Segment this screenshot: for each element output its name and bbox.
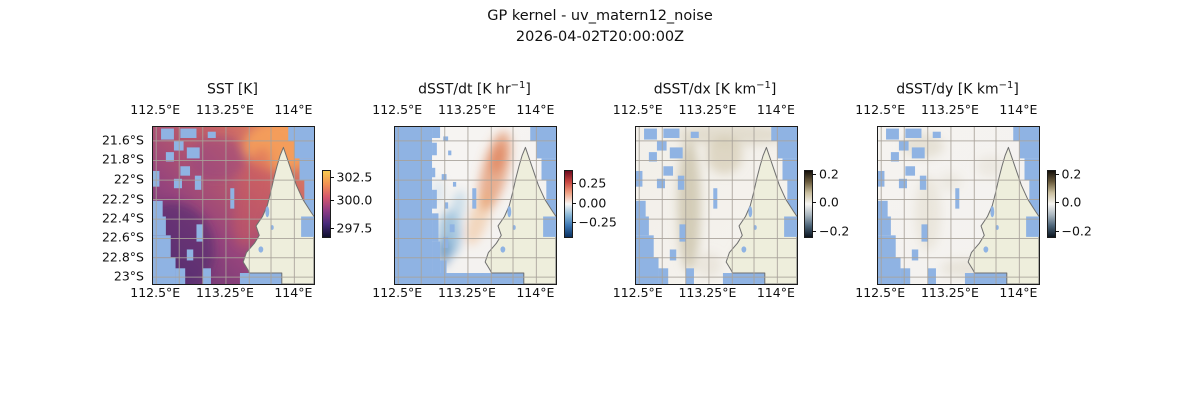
y-tick-label: 21.6°S (101, 132, 144, 148)
x-tick-bottom-sst: 113.25°E (195, 285, 254, 300)
x-tick-top-dsst_dy: 113.25°E (920, 102, 979, 117)
colorbar-tickmark-dsst_dy (1054, 201, 1059, 203)
panel-title-exponent: −1 (998, 80, 1014, 91)
colorbar-sst (321, 169, 331, 238)
y-tick-label: 22.8°S (101, 249, 144, 265)
colorbar-tickmark-dsst_dy (1054, 173, 1059, 176)
x-tick-bottom-dsst_dy: 114°E (999, 285, 1038, 300)
colorbar-dsst_dy (1046, 169, 1056, 238)
x-tick-bottom-dsst_dt: 113.25°E (437, 285, 496, 300)
y-tick-label: 22.6°S (101, 229, 144, 245)
x-tick-top-dsst_dt: 112.5°E (372, 102, 423, 117)
x-tick-top-dsst_dy: 112.5°E (855, 102, 906, 117)
y-tick-label: 23°S (113, 268, 144, 284)
panel-title-close: ] (1013, 81, 1019, 98)
colorbar-tickmark-dsst_dy (1054, 231, 1059, 233)
colorbar-tick-label-dsst_dx: 0.2 (819, 166, 839, 182)
colorbar-dsst_dx (804, 169, 813, 238)
colorbar-tickmark-dsst_dx (812, 201, 816, 203)
panel-title-sst: SST [K] (112, 80, 353, 98)
colorbar-tickmark-sst (329, 227, 334, 229)
panel-title-dsst_dt: dSST/dt [K hr−1] (354, 80, 595, 98)
x-tick-bottom-dsst_dx: 113.25°E (678, 285, 737, 300)
x-tick-top-dsst_dt: 114°E (516, 102, 555, 117)
x-tick-bottom-sst: 114°E (274, 285, 313, 300)
colorbar-tick-label-dsst_dy: 0.2 (1061, 166, 1082, 182)
colorbar-tick-label-sst: 302.5 (336, 169, 373, 185)
x-tick-top-sst: 114°E (274, 102, 313, 117)
x-tick-bottom-dsst_dx: 114°E (756, 285, 795, 300)
panel-title-exponent: −1 (756, 80, 771, 91)
panel-title-text: dSST/dy [K km (896, 81, 999, 98)
colorbar-tickmark-dsst_dt (571, 221, 576, 223)
colorbar-tick-label-dsst_dt: 0.25 (578, 175, 607, 191)
figure-timestamp: 2026-04-02T20:00:00Z (515, 29, 685, 45)
x-tick-top-sst: 113.25°E (195, 102, 254, 117)
x-tick-top-sst: 112.5°E (130, 102, 181, 117)
panel-title-exponent: −1 (510, 80, 526, 91)
panel-title-dsst_dx: dSST/dx [K km−1] (595, 80, 836, 98)
colorbar-tick-label-dsst_dy: 0.0 (1061, 194, 1082, 210)
map-sst (152, 126, 315, 285)
panel-title-text: dSST/dx [K km (653, 81, 757, 98)
colorbar-tickmark-dsst_dt (571, 202, 576, 204)
colorbar-tickmark-dsst_dt (571, 182, 576, 184)
figure-title: GP kernel - uv_matern12_noise (487, 8, 713, 24)
panel-title-close: ] (770, 81, 777, 98)
colorbar-tick-label-dsst_dy: −0.2 (1061, 223, 1092, 239)
map-dsst_dx (634, 126, 798, 285)
y-tick-label: 22.4°S (101, 210, 144, 226)
x-tick-top-dsst_dx: 112.5°E (612, 102, 663, 117)
x-tick-top-dsst_dx: 114°E (756, 102, 795, 117)
figure-title-block: GP kernel - uv_matern12_noise 2026-04-02… (0, 6, 1200, 48)
colorbar-tickmark-sst (329, 199, 334, 202)
map-dsst_dt (394, 126, 557, 285)
panel-title-text: SST [K] (207, 81, 258, 98)
x-tick-bottom-dsst_dy: 113.25°E (920, 285, 979, 300)
y-tick-label: 22°S (113, 171, 144, 187)
map-dsst_dy (877, 126, 1040, 285)
x-tick-top-dsst_dx: 113.25°E (678, 102, 737, 117)
y-tick-label: 22.2°S (101, 191, 144, 207)
colorbar-tick-label-sst: 300.0 (336, 192, 373, 208)
panel-title-dsst_dy: dSST/dy [K km−1] (837, 80, 1078, 98)
panel-title-close: ] (525, 81, 531, 98)
x-tick-bottom-dsst_dt: 114°E (516, 285, 555, 300)
x-tick-bottom-dsst_dx: 112.5°E (612, 285, 663, 300)
colorbar-tickmark-dsst_dx (812, 173, 816, 176)
colorbar-tickmark-dsst_dx (812, 231, 816, 233)
x-tick-bottom-dsst_dt: 112.5°E (372, 285, 423, 300)
colorbar-tick-label-dsst_dx: −0.2 (819, 223, 850, 239)
panel-title-text: dSST/dt [K hr (418, 81, 511, 98)
y-tick-label: 21.8°S (101, 151, 144, 167)
x-tick-bottom-dsst_dy: 112.5°E (855, 285, 906, 300)
x-tick-top-dsst_dy: 114°E (999, 102, 1038, 117)
colorbar-tick-label-sst: 297.5 (336, 220, 373, 236)
x-tick-top-dsst_dt: 113.25°E (437, 102, 496, 117)
colorbar-tick-label-dsst_dx: 0.0 (819, 194, 839, 210)
colorbar-tick-label-dsst_dt: 0.00 (578, 195, 607, 210)
x-tick-bottom-sst: 112.5°E (130, 285, 181, 300)
colorbar-tickmark-sst (329, 177, 334, 179)
colorbar-tick-label-dsst_dt: −0.25 (578, 214, 617, 230)
